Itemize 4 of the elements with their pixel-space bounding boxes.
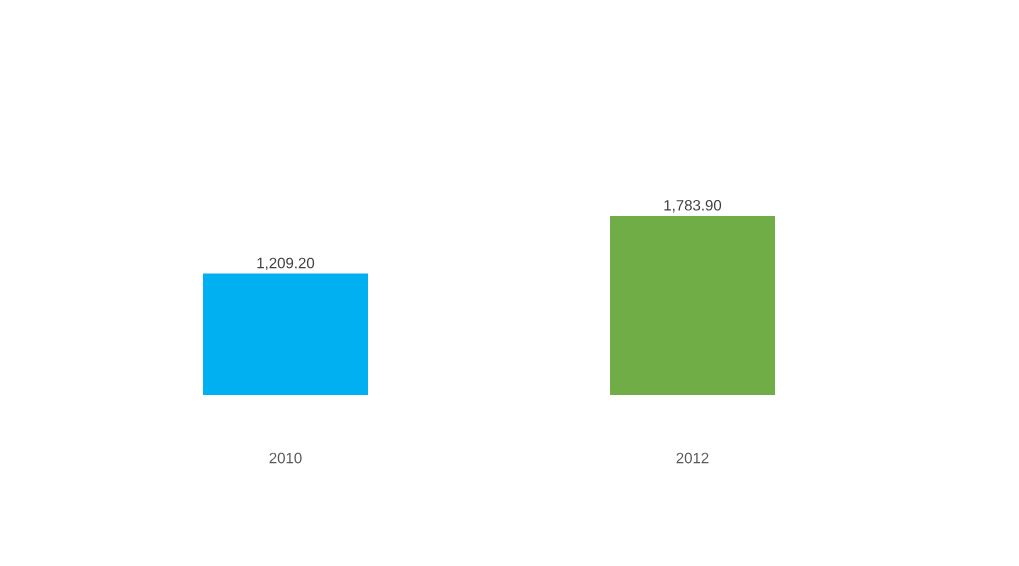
data-label: 1,783.90 [664,200,722,213]
data-label: 1,209.20 [257,257,315,271]
x-tick-label: 2010 [269,452,302,464]
x-tick-label: 2012 [676,452,709,464]
